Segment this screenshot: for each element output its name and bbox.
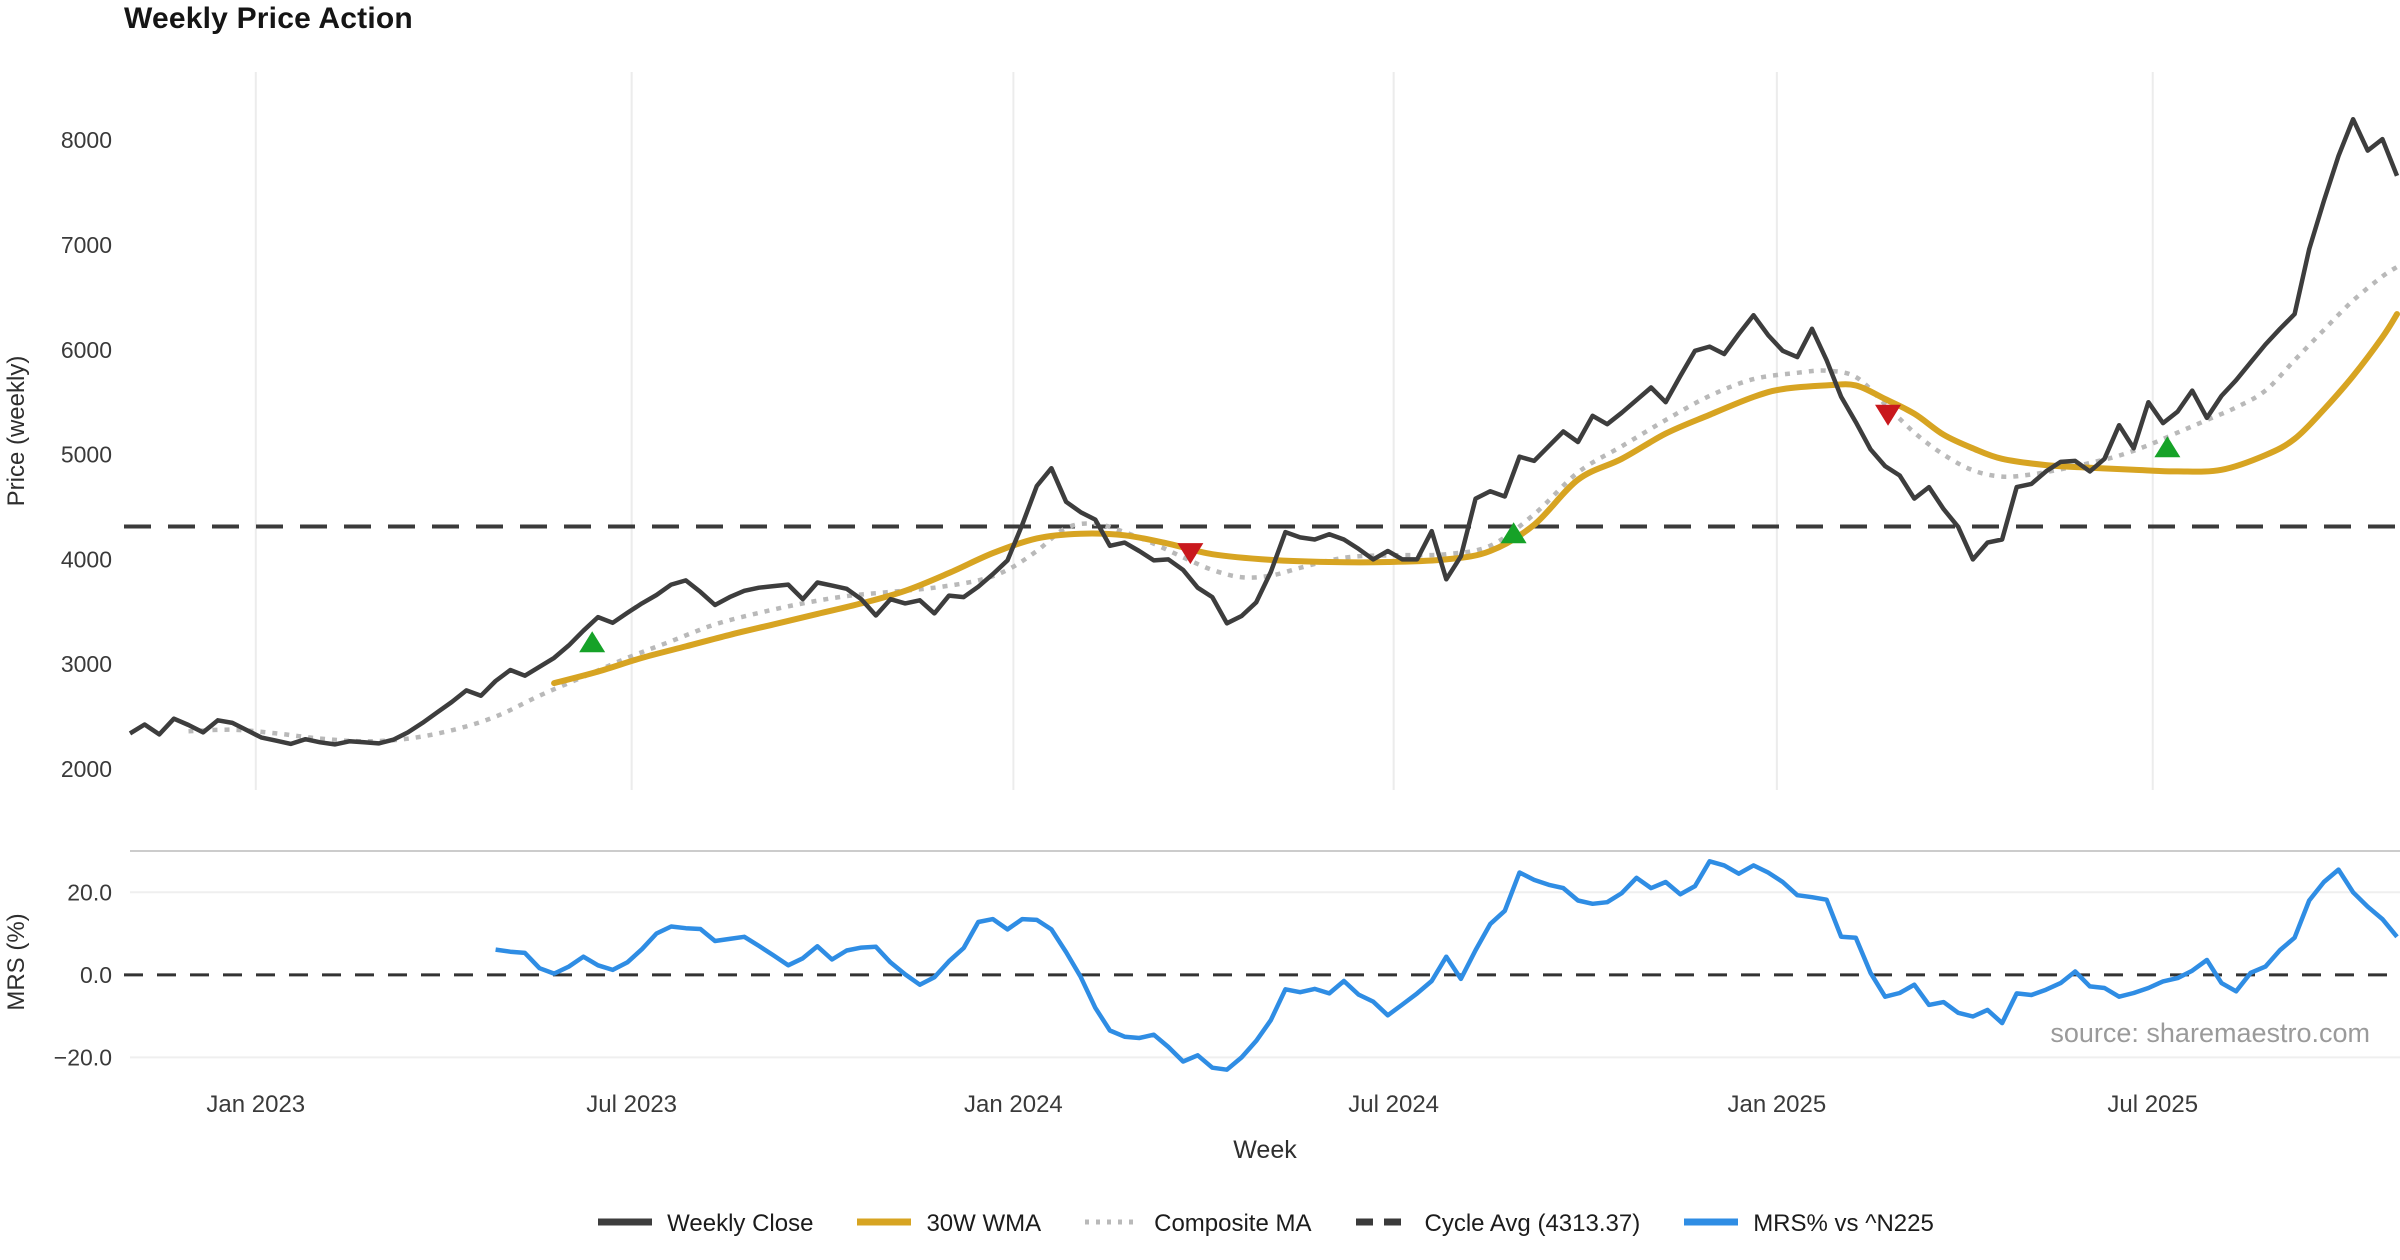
legend-item: MRS% vs ^N225	[1682, 1210, 1934, 1238]
mrs-line	[495, 859, 2399, 1072]
y-tick-label: 4000	[61, 546, 112, 572]
buy-marker	[2154, 436, 2181, 458]
composite-ma-line	[188, 265, 2399, 744]
legend-label: Weekly Close	[667, 1210, 814, 1237]
x-tick-label: Jul 2023	[586, 1091, 677, 1118]
sell-marker	[1177, 543, 1204, 565]
y-axis-label-price: Price (weekly)	[3, 355, 30, 507]
legend: Weekly Close 30W WMA Composite MA Cycle Avg…	[130, 1210, 2400, 1238]
legend-swatch-weekly_close	[596, 1215, 654, 1233]
buy-marker	[1500, 522, 1527, 544]
x-tick-label: Jan 2024	[964, 1091, 1063, 1118]
sell-marker	[1875, 404, 1902, 426]
x-axis-label: Week	[1233, 1136, 1297, 1164]
x-tick-label: Jan 2023	[206, 1091, 305, 1118]
y-tick-label: 6000	[61, 337, 112, 363]
weekly-close-line	[128, 116, 2400, 747]
legend-swatch-mrs	[1682, 1215, 1740, 1233]
legend-item: 30W WMA	[855, 1210, 1041, 1238]
x-tick-label: Jan 2025	[1727, 1091, 1826, 1118]
watermark: source: sharemaestro.com	[2050, 1018, 2370, 1048]
y-tick-label: 7000	[61, 232, 112, 258]
legend-item: Cycle Avg (4313.37)	[1354, 1210, 1641, 1238]
y-tick-label: 20.0	[67, 879, 112, 905]
y-tick-label: 3000	[61, 651, 112, 677]
legend-label: Cycle Avg (4313.37)	[1424, 1210, 1641, 1237]
chart-title: Weekly Price Action	[124, 2, 413, 35]
y-tick-label: −20.0	[54, 1044, 112, 1070]
x-tick-label: Jul 2024	[1348, 1091, 1439, 1118]
legend-label: MRS% vs ^N225	[1753, 1210, 1934, 1237]
legend-item: Composite MA	[1083, 1210, 1312, 1238]
legend-label: 30W WMA	[926, 1210, 1042, 1237]
wma-line	[551, 311, 2400, 687]
y-tick-label: 0.0	[80, 962, 112, 988]
legend-swatch-composite	[1083, 1215, 1141, 1233]
y-tick-label: 5000	[61, 442, 112, 468]
legend-swatch-cycle_avg	[1354, 1215, 1412, 1233]
legend-item: Weekly Close	[596, 1210, 813, 1238]
y-tick-label: 2000	[61, 756, 112, 782]
buy-marker	[579, 631, 606, 653]
legend-swatch-wma	[855, 1215, 913, 1233]
x-tick-label: Jul 2025	[2107, 1091, 2198, 1118]
y-axis-label-mrs: MRS (%)	[3, 913, 30, 1011]
legend-label: Composite MA	[1154, 1210, 1312, 1237]
y-tick-label: 8000	[61, 127, 112, 153]
